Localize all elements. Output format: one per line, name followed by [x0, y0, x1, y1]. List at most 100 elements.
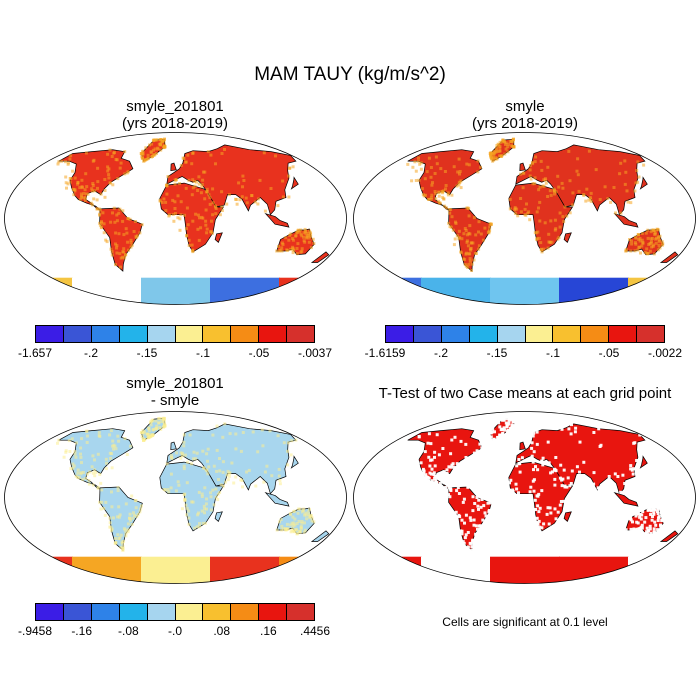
grid-cell	[308, 516, 312, 520]
grid-cell	[570, 423, 573, 427]
grid-cell	[157, 421, 161, 425]
grid-cell	[443, 204, 447, 208]
grid-cell	[624, 170, 628, 174]
colorbar-swatch	[147, 326, 176, 342]
grid-cell	[97, 434, 101, 437]
grid-cell	[650, 518, 654, 522]
grid-cell	[659, 523, 662, 527]
grid-cell	[86, 192, 90, 196]
grid-cell	[149, 423, 153, 427]
grid-cell	[449, 208, 453, 211]
grid-cell	[477, 498, 481, 502]
grid-cell	[68, 450, 72, 453]
grid-cell	[614, 211, 617, 215]
grid-cell	[115, 213, 119, 217]
panel-4-title-line-1: T-Test of two Case means at each grid po…	[378, 385, 672, 402]
grid-cell	[196, 213, 200, 217]
grid-cell	[76, 468, 80, 472]
grid-cell	[640, 523, 644, 527]
grid-cell	[92, 158, 96, 162]
grid-cell	[210, 231, 214, 235]
grid-cell	[619, 161, 623, 165]
grid-cell	[140, 435, 144, 438]
grid-cell	[532, 489, 536, 493]
grid-cell	[529, 507, 533, 511]
grid-cell	[553, 507, 557, 511]
grid-cell	[174, 212, 177, 215]
grid-cell	[533, 176, 537, 180]
grid-cell	[96, 186, 99, 190]
grid-cell	[503, 428, 507, 432]
grid-cell	[214, 495, 218, 499]
grid-cell	[182, 464, 186, 468]
grid-cell	[628, 238, 631, 241]
grid-cell	[114, 541, 118, 544]
grid-cell	[151, 148, 155, 152]
grid-cell	[115, 246, 118, 250]
grid-cell	[291, 165, 295, 169]
grid-cell	[519, 197, 523, 200]
grid-cell	[536, 230, 540, 234]
grid-cell	[100, 221, 104, 225]
grid-cell	[222, 484, 225, 488]
grid-cell	[528, 218, 532, 222]
grid-cell	[92, 197, 96, 201]
colorbar-tick-label: -.15	[486, 346, 508, 360]
grid-cell	[83, 199, 87, 202]
grid-cell	[655, 227, 659, 231]
grid-cell	[214, 212, 218, 216]
colorbar-tick-label: -.1	[545, 346, 561, 360]
grid-cell	[97, 431, 101, 435]
grid-cell	[546, 195, 550, 198]
colorbar-tick-label: -.2	[433, 346, 449, 360]
grid-cell	[153, 147, 157, 151]
grid-cell	[519, 172, 523, 176]
grid-cell	[612, 186, 616, 189]
grid-cell	[179, 213, 183, 217]
grid-cell	[507, 428, 510, 432]
grid-cell	[300, 234, 304, 238]
grid-cell	[573, 430, 577, 434]
grid-cell	[90, 187, 94, 191]
grid-cell	[302, 231, 306, 235]
grid-cell	[646, 236, 650, 240]
grid-cell	[121, 255, 125, 259]
grid-cell	[141, 429, 145, 432]
grid-cell	[661, 242, 665, 246]
grid-cell	[126, 217, 130, 220]
colorbar-swatch	[91, 604, 120, 620]
grid-cell	[197, 490, 201, 494]
grid-cell	[430, 183, 434, 187]
grid-cell	[528, 164, 532, 168]
grid-cell	[452, 243, 456, 247]
grid-cell	[227, 472, 231, 476]
map-border	[4, 132, 347, 305]
colorbar-tick-label: -1.6159	[364, 346, 406, 360]
grid-cell	[646, 529, 650, 532]
grid-cell	[124, 534, 128, 538]
grid-cell	[103, 189, 107, 192]
grid-cell	[191, 219, 195, 223]
grid-cell	[507, 419, 511, 423]
grid-cell	[477, 220, 481, 224]
grid-cell	[531, 479, 535, 483]
grid-cell	[655, 236, 658, 240]
grid-cell	[140, 152, 144, 156]
grid-cell	[471, 539, 475, 543]
grid-cell	[465, 162, 469, 166]
grid-cell	[228, 432, 232, 436]
grid-cell	[491, 159, 495, 163]
grid-cell	[500, 140, 504, 144]
grid-cell	[456, 486, 460, 489]
grid-cell	[549, 511, 553, 515]
grid-cell	[98, 213, 102, 217]
panel-1-title-line-1: smyle_201801	[126, 98, 224, 115]
grid-cell	[291, 238, 295, 242]
grid-cell	[128, 217, 132, 221]
grid-cell	[119, 265, 122, 269]
grid-cell	[635, 169, 639, 172]
grid-cell	[652, 527, 656, 531]
colorbar-tick-label: -1.657	[17, 346, 53, 360]
grid-cell	[537, 206, 540, 210]
grid-cell	[91, 184, 95, 187]
